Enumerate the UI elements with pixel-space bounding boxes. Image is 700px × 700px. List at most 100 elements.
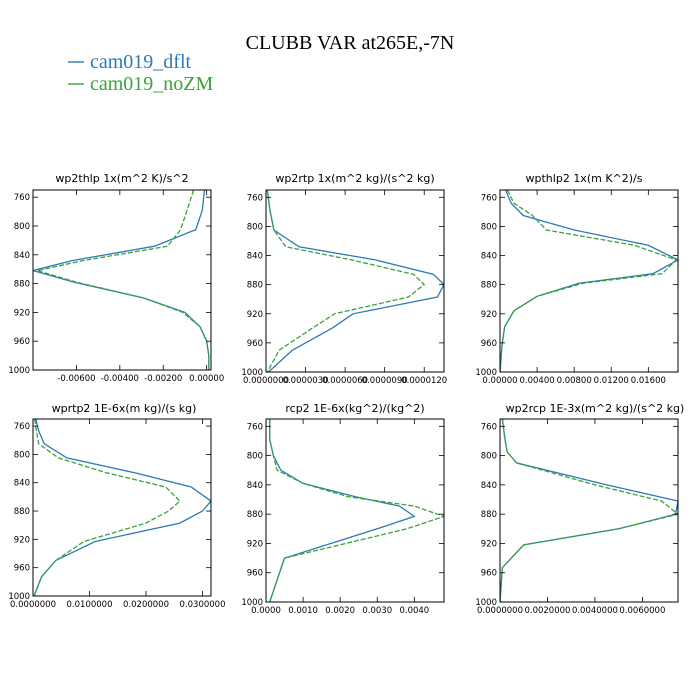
panel-title: wprtp2 1E-6x(m kg)/(s kg): [52, 402, 197, 415]
x-tick-label: 0.0000030: [283, 376, 329, 386]
x-tick-label: 0.0200000: [123, 600, 169, 610]
y-tick-label: 960: [247, 339, 263, 349]
y-tick-label: 960: [14, 564, 30, 574]
x-tick-label: 0.0300000: [180, 600, 226, 610]
series-line-nozm: [266, 190, 426, 372]
y-tick-label: 1000: [8, 592, 30, 602]
y-tick-label: 800: [247, 222, 263, 232]
y-tick-label: 840: [247, 481, 263, 491]
y-tick-label: 840: [481, 252, 497, 262]
plot-frame: [32, 418, 212, 597]
x-tick-label: 0.0020: [325, 606, 355, 616]
legend-label-dflt: cam019_dflt: [90, 51, 192, 73]
panel-title: wp2rcp 1E-3x(m^2 kg)/(s^2 kg): [506, 402, 685, 415]
series-line-dflt: [33, 190, 210, 370]
series-line-dflt: [33, 419, 211, 596]
chart-panel: wp2rcp 1E-3x(m^2 kg)/(s^2 kg) 760 800 840 88…: [475, 402, 684, 616]
series-line-nozm: [37, 190, 210, 370]
series-line-dflt: [269, 419, 416, 602]
x-tick-label: 0.00400: [520, 376, 555, 386]
series-line-nozm: [500, 190, 678, 372]
x-tick-label: 0.0000000: [477, 606, 523, 616]
y-tick-label: 880: [14, 507, 30, 517]
y-tick-label: 920: [481, 310, 497, 320]
series-line-nozm: [33, 419, 181, 596]
y-tick-label: 920: [247, 539, 263, 549]
panel-title: wp2rtp 1x(m^2 kg)/(s^2 kg): [275, 172, 434, 185]
y-tick-label: 920: [481, 539, 497, 549]
x-tick-label: 0.0000060: [322, 376, 368, 386]
chart-panel: rcp2 1E-6x(kg^2)/(kg^2) 760 800 840 880 920 96…: [241, 402, 445, 616]
y-tick-label: 760: [247, 422, 263, 432]
y-tick-label: 880: [481, 281, 497, 291]
y-tick-label: 800: [481, 222, 497, 232]
y-tick-label: 800: [14, 222, 30, 232]
y-tick-label: 1000: [475, 368, 497, 378]
y-tick-label: 800: [247, 452, 263, 462]
y-tick-label: 840: [481, 481, 497, 491]
x-tick-label: 0.0100000: [67, 600, 113, 610]
panel-title: rcp2 1E-6x(kg^2)/(kg^2): [285, 402, 424, 415]
x-tick-label: -0.00600: [57, 374, 95, 384]
y-tick-label: 800: [14, 450, 30, 460]
y-tick-label: 880: [247, 510, 263, 520]
y-tick-label: 880: [481, 510, 497, 520]
series-line-dflt: [266, 190, 444, 372]
y-tick-label: 960: [481, 339, 497, 349]
y-tick-label: 920: [14, 308, 30, 318]
x-tick-label: 0.0000: [251, 606, 281, 616]
x-tick-label: 0.0000000: [10, 600, 56, 610]
y-tick-label: 1000: [475, 598, 497, 608]
y-tick-label: 760: [14, 193, 30, 203]
y-tick-label: 920: [14, 535, 30, 545]
x-tick-label: 0.0000120: [401, 376, 447, 386]
x-tick-label: 0.00000: [189, 374, 224, 384]
series-line-dflt: [500, 190, 678, 372]
x-tick-label: 0.0060000: [619, 606, 665, 616]
x-tick-label: 0.00000: [482, 376, 517, 386]
y-tick-label: 760: [481, 422, 497, 432]
y-tick-label: 800: [481, 452, 497, 462]
panel-grid: wp2thlp 1x(m^2 K)/s^2 760 800 840 880 920 960 1…: [8, 172, 684, 616]
y-tick-label: 880: [247, 281, 263, 291]
chart-panel: wp2thlp 1x(m^2 K)/s^2 760 800 840 880 920 960 1…: [8, 172, 224, 384]
plot-frame: [499, 418, 679, 603]
x-tick-label: 0.0030: [362, 606, 392, 616]
y-tick-label: 840: [14, 251, 30, 261]
series-line-dflt: [500, 419, 678, 602]
plot-frame: [499, 189, 679, 373]
x-tick-label: 0.0040000: [572, 606, 618, 616]
y-tick-label: 880: [14, 280, 30, 290]
panel-title: wpthlp2 1x(m K^2)/s: [526, 172, 643, 185]
chart-panel: wp2rtp 1x(m^2 kg)/(s^2 kg) 760 800 840 880 92…: [241, 172, 447, 386]
plot-frame: [265, 189, 445, 373]
chart-panel: wprtp2 1E-6x(m kg)/(s kg) 760 800 840 880 920…: [8, 402, 225, 610]
y-tick-label: 760: [14, 422, 30, 432]
panel-title: wp2thlp 1x(m^2 K)/s^2: [55, 172, 188, 185]
y-tick-label: 960: [247, 569, 263, 579]
x-tick-label: 0.0010: [288, 606, 318, 616]
chart-panel: wpthlp2 1x(m K^2)/s 760 800 840 880 920 960 100…: [475, 172, 679, 386]
x-tick-label: 0.0000000: [243, 376, 289, 386]
legend: cam019_dflt cam019_noZM: [68, 51, 214, 95]
y-tick-label: 920: [247, 310, 263, 320]
x-tick-label: 0.0040: [399, 606, 429, 616]
x-tick-label: 0.01200: [594, 376, 629, 386]
x-tick-label: 0.0000090: [362, 376, 408, 386]
plot-frame: [265, 418, 445, 603]
figure-title: CLUBB VAR at265E,-7N: [246, 32, 455, 54]
x-tick-label: 0.00800: [557, 376, 592, 386]
series-line-nozm: [500, 419, 678, 602]
plot-frame: [32, 189, 212, 371]
y-tick-label: 1000: [241, 598, 263, 608]
series-line-nozm: [269, 419, 444, 602]
y-tick-label: 840: [247, 252, 263, 262]
y-tick-label: 760: [247, 193, 263, 203]
y-tick-label: 1000: [8, 366, 30, 376]
x-tick-label: -0.00200: [144, 374, 182, 384]
y-tick-label: 960: [14, 337, 30, 347]
y-tick-label: 840: [14, 479, 30, 489]
y-tick-label: 760: [481, 193, 497, 203]
legend-label-nozm: cam019_noZM: [90, 73, 214, 95]
